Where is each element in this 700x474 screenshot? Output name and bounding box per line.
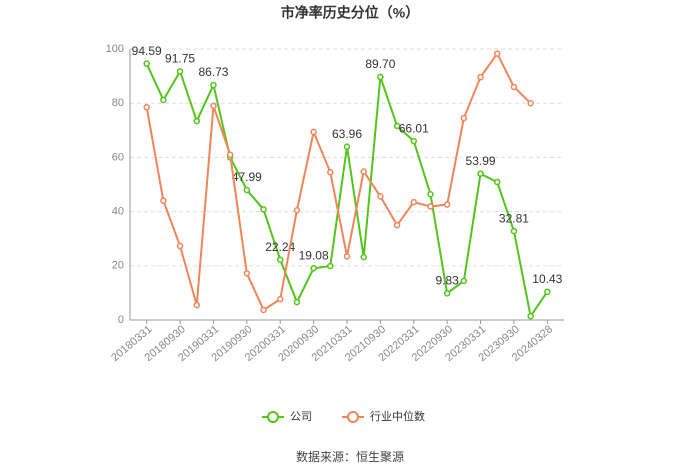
y-tick-label: 60 — [112, 151, 124, 163]
value-label: 66.01 — [399, 121, 429, 135]
y-tick-label: 40 — [112, 206, 124, 218]
series-line — [145, 51, 532, 312]
legend-label: 公司 — [290, 411, 312, 423]
point — [427, 203, 434, 210]
point — [310, 265, 317, 272]
point — [527, 312, 534, 320]
point — [226, 151, 234, 158]
point — [443, 201, 451, 208]
point — [193, 301, 201, 309]
value-label: 53.99 — [466, 154, 496, 168]
point — [377, 193, 384, 200]
point — [293, 298, 301, 306]
point — [276, 295, 284, 303]
point — [460, 114, 468, 122]
point — [160, 96, 167, 104]
source: 数据来源：恒生聚源 — [296, 449, 404, 464]
point — [510, 227, 518, 235]
point — [176, 242, 184, 250]
value-label: 22.24 — [265, 240, 295, 254]
value-label: 91.75 — [165, 52, 195, 66]
point — [327, 169, 334, 176]
point — [210, 81, 217, 89]
point — [293, 206, 301, 214]
value-label: 94.59 — [132, 44, 162, 58]
point — [260, 206, 267, 213]
point — [427, 191, 434, 198]
point — [143, 60, 150, 67]
point — [143, 104, 150, 111]
point — [176, 68, 184, 75]
point — [510, 83, 518, 91]
legend-label: 行业中位数 — [370, 409, 425, 423]
point — [410, 137, 418, 145]
point — [243, 270, 251, 277]
value-label: 9.83 — [435, 274, 459, 288]
point — [544, 288, 551, 295]
value-label: 86.73 — [198, 65, 228, 79]
point — [443, 290, 451, 297]
y-tick-label: 0 — [118, 314, 124, 326]
point — [477, 170, 484, 177]
point — [160, 197, 167, 205]
point — [327, 262, 334, 270]
legend-marker — [347, 411, 359, 423]
point — [360, 253, 367, 261]
point — [343, 253, 351, 260]
point — [276, 256, 284, 263]
point — [393, 221, 401, 229]
point — [243, 186, 251, 194]
point — [460, 277, 468, 285]
point — [493, 50, 501, 57]
chart-title: 市净率历史分位（%） — [281, 5, 419, 21]
point — [477, 73, 484, 81]
point — [343, 143, 351, 150]
value-label: 89.70 — [365, 57, 395, 71]
value-label: 19.08 — [299, 248, 329, 262]
value-label: 63.96 — [332, 127, 362, 141]
value-label: 10.43 — [532, 272, 562, 286]
legend-marker — [267, 411, 279, 423]
value-label: 47.99 — [232, 170, 262, 184]
point — [210, 102, 217, 110]
point — [493, 178, 501, 186]
point — [193, 117, 201, 125]
y-tick-label: 80 — [112, 97, 124, 109]
point — [260, 306, 267, 314]
point — [310, 128, 317, 136]
value-label: 32.81 — [499, 211, 529, 225]
point — [377, 73, 384, 81]
point — [393, 122, 401, 130]
y-tick-label: 20 — [112, 260, 124, 272]
point — [360, 168, 367, 175]
point — [527, 99, 534, 107]
y-tick-label: 100 — [106, 43, 124, 55]
point — [410, 198, 418, 206]
